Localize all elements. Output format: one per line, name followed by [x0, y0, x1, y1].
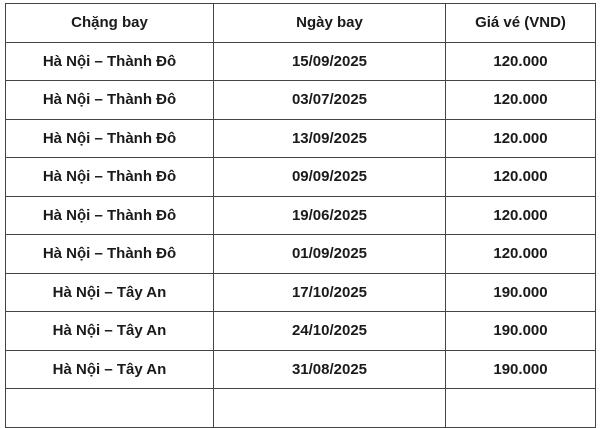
table-row: Hà Nội – Thành Đô 01/09/2025 120.000	[5, 234, 596, 274]
date-cell: 17/10/2025	[213, 272, 446, 312]
price-cell: 120.000	[445, 234, 596, 274]
header-row: Chặng bay Ngày bay Giá vé (VND)	[5, 3, 596, 43]
column-header: Giá vé (VND)	[445, 3, 596, 43]
route-cell: Hà Nội – Thành Đô	[5, 80, 214, 120]
column-header: Chặng bay	[5, 3, 214, 43]
route-cell: Hà Nội – Thành Đô	[5, 118, 214, 158]
empty-cell	[445, 388, 596, 428]
price-cell: 120.000	[445, 80, 596, 120]
table-row-partial	[5, 388, 596, 428]
route-cell: Hà Nội – Tây An	[5, 272, 214, 312]
table-row: Hà Nội – Tây An 17/10/2025 190.000	[5, 272, 596, 312]
price-cell: 120.000	[445, 157, 596, 197]
route-cell: Hà Nội – Thành Đô	[5, 157, 214, 197]
table-row: Hà Nội – Thành Đô 09/09/2025 120.000	[5, 157, 596, 197]
date-cell: 24/10/2025	[213, 311, 446, 351]
price-cell: 120.000	[445, 118, 596, 158]
route-cell: Hà Nội – Thành Đô	[5, 195, 214, 235]
date-cell: 19/06/2025	[213, 195, 446, 235]
price-cell: 190.000	[445, 311, 596, 351]
column-header: Ngày bay	[213, 3, 446, 43]
route-cell: Hà Nội – Tây An	[5, 311, 214, 351]
empty-cell	[5, 388, 214, 428]
price-cell: 190.000	[445, 349, 596, 389]
flight-price-table: Chặng bay Ngày bay Giá vé (VND) Hà Nội – T…	[5, 3, 596, 428]
route-cell: Hà Nội – Thành Đô	[5, 41, 214, 81]
price-cell: 120.000	[445, 195, 596, 235]
date-cell: 01/09/2025	[213, 234, 446, 274]
table-row: Hà Nội – Tây An 31/08/2025 190.000	[5, 349, 596, 389]
route-cell: Hà Nội – Thành Đô	[5, 234, 214, 274]
date-cell: 03/07/2025	[213, 80, 446, 120]
empty-cell	[213, 388, 446, 428]
price-cell: 120.000	[445, 41, 596, 81]
date-cell: 31/08/2025	[213, 349, 446, 389]
table-row: Hà Nội – Thành Đô 13/09/2025 120.000	[5, 118, 596, 158]
date-cell: 09/09/2025	[213, 157, 446, 197]
table-row: Hà Nội – Thành Đô 15/09/2025 120.000	[5, 41, 596, 81]
date-cell: 15/09/2025	[213, 41, 446, 81]
table-row: Hà Nội – Thành Đô 03/07/2025 120.000	[5, 80, 596, 120]
route-cell: Hà Nội – Tây An	[5, 349, 214, 389]
price-cell: 190.000	[445, 272, 596, 312]
table-row: Hà Nội – Tây An 24/10/2025 190.000	[5, 311, 596, 351]
table-row: Hà Nội – Thành Đô 19/06/2025 120.000	[5, 195, 596, 235]
date-cell: 13/09/2025	[213, 118, 446, 158]
